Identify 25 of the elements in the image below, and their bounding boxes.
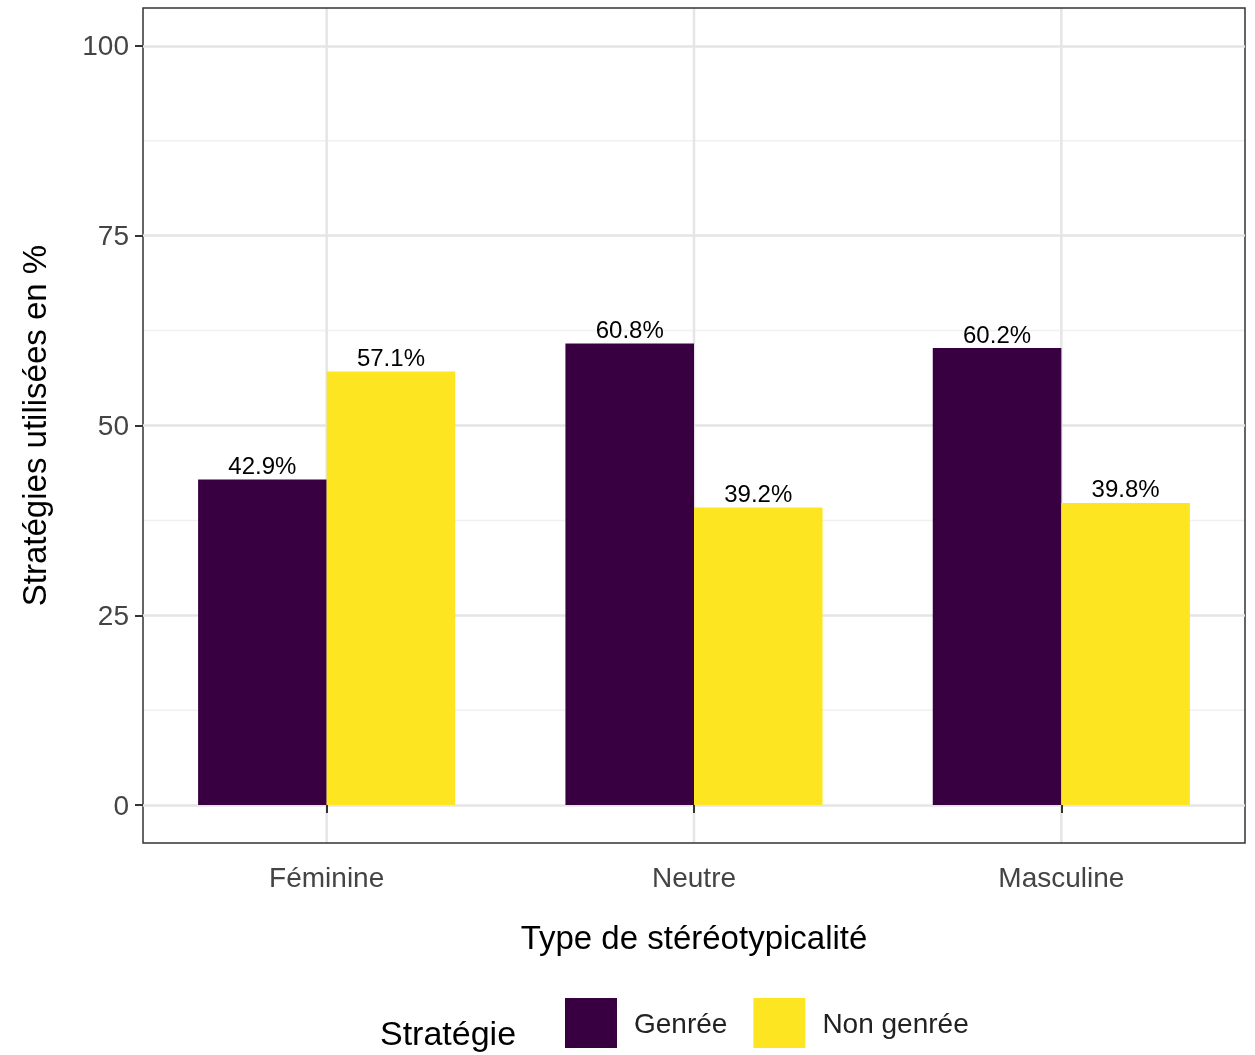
y-tick-label: 75 [97,220,129,252]
data-label: 60.2% [963,320,1032,348]
y-tick-label: 25 [97,599,129,631]
bar [1061,502,1190,806]
data-label: 42.9% [228,451,297,479]
y-tick-label: 0 [113,789,129,821]
y-tick-label: 100 [82,30,129,62]
data-label: 39.8% [1091,475,1160,503]
legend-title: Stratégie [380,1014,517,1052]
legend-label: Genrée [634,1007,728,1039]
y-axis-title: Stratégies utilisées en % [16,244,53,607]
bar [326,371,456,806]
data-label: 60.8% [595,316,664,344]
y-tick-label: 50 [97,410,129,441]
bar [932,348,1062,806]
bar [694,507,823,806]
x-tick-label: Masculine [998,861,1125,893]
bar [565,343,694,806]
data-label: 57.1% [356,344,425,372]
x-axis-title: Type de stéréotypicalité [520,919,868,956]
data-label: 39.2% [724,479,793,507]
x-tick-label: Neutre [651,861,737,893]
legend-label: Non genrée [822,1007,969,1039]
bar [198,479,327,806]
x-tick-label: Féminine [269,861,385,893]
